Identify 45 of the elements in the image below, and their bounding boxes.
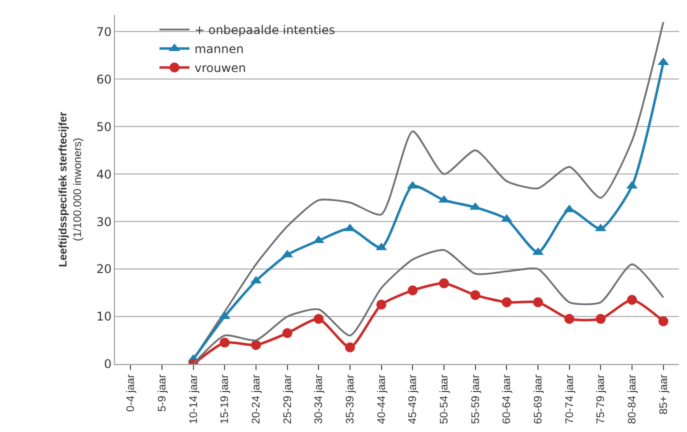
point <box>251 340 261 350</box>
x-tick-label: 75-79 jaar <box>595 374 608 424</box>
point <box>596 314 606 324</box>
y-tick-label: 20 <box>96 262 112 276</box>
y-tick-label: 50 <box>96 120 112 134</box>
x-tick-label: 5-9 jaar <box>156 374 169 412</box>
x-tick-label: 35-39 jaar <box>344 374 357 424</box>
x-tick-label: 70-74 jaar <box>564 374 576 424</box>
x-tick-label: 45-49 jaar <box>407 374 420 424</box>
x-tick-label: 15-19 jaar <box>219 374 232 424</box>
point <box>220 338 230 348</box>
point <box>470 290 480 300</box>
point <box>564 314 574 324</box>
y-tick-label: 10 <box>96 310 112 324</box>
y-tick-label: 40 <box>96 167 112 182</box>
x-tick-label: 20-24 jaar <box>250 374 263 424</box>
x-tick-label: 0-4 jaar <box>125 374 138 412</box>
point <box>282 328 292 338</box>
y-tick-label: 0 <box>104 357 112 372</box>
point <box>376 300 386 310</box>
point <box>658 316 668 326</box>
x-tick-label: 80-84 jaar <box>626 374 639 424</box>
y-tick-label: 70 <box>96 24 112 39</box>
x-tick-label: 25-29 jaar <box>282 374 294 424</box>
y-tick-label: 60 <box>96 72 112 86</box>
x-tick-label: 60-64 jaar <box>501 374 514 424</box>
x-tick-label: 55-59 jaar <box>470 374 482 424</box>
legend-label: + onbepaalde intenties <box>194 23 336 38</box>
x-tick-label: 10-14 jaar <box>188 374 200 424</box>
point <box>314 314 324 324</box>
x-tick-label: 85+ jaar <box>658 374 670 414</box>
x-tick-label: 30-34 jaar <box>313 374 326 424</box>
y-tick-label: 30 <box>96 214 112 229</box>
legend-label: mannen <box>194 42 244 56</box>
point <box>408 285 418 296</box>
point <box>627 294 637 305</box>
point <box>345 342 355 352</box>
x-tick-label: 50-54 jaar <box>438 374 451 424</box>
x-tick-label: 40-44 jaar <box>376 374 388 424</box>
point <box>502 297 512 308</box>
legend-label: vrouwen <box>194 61 246 76</box>
point <box>533 297 543 308</box>
y-axis-title: Leeftijdsspecifiek sterftecijfer (1/100.000 inwoners) <box>58 111 84 268</box>
x-tick-label: 65-69 jaar <box>532 374 545 424</box>
point <box>439 278 449 288</box>
